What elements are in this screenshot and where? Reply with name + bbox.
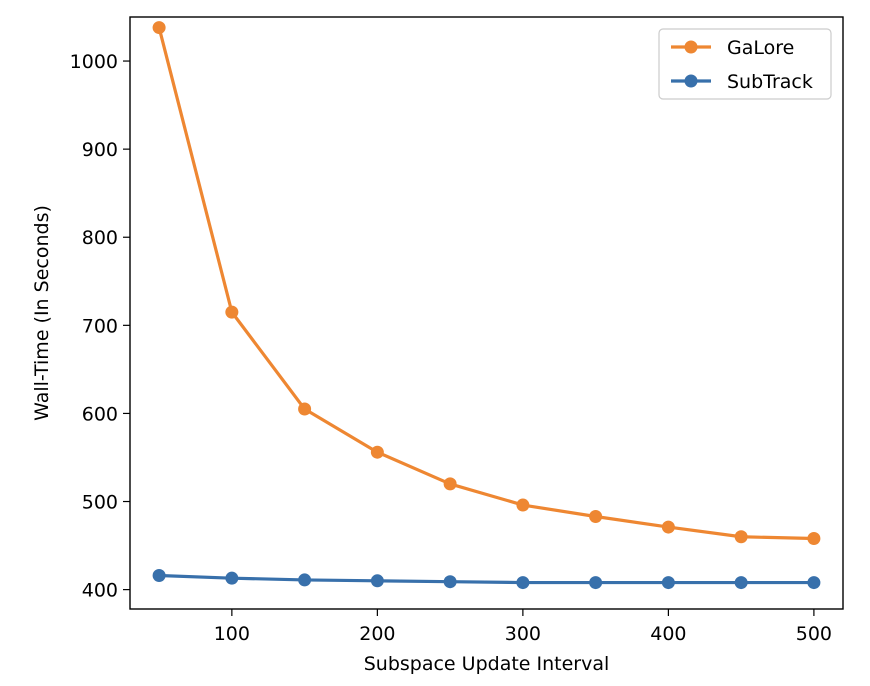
galore-point xyxy=(443,477,457,491)
galore-point xyxy=(516,498,530,512)
galore-point xyxy=(225,305,239,319)
series-layer xyxy=(152,21,821,590)
subtrack-point xyxy=(516,576,530,590)
subtrack-point xyxy=(298,573,312,587)
legend-subtrack-label: SubTrack xyxy=(727,71,813,93)
x-axis-label: Subspace Update Interval xyxy=(364,653,610,675)
galore-point xyxy=(734,530,748,544)
y-tick-label: 1000 xyxy=(70,51,118,73)
subtrack-point xyxy=(589,576,603,590)
subtrack-point xyxy=(225,571,239,585)
y-tick-label: 900 xyxy=(82,139,118,161)
x-tick-label: 200 xyxy=(359,623,395,645)
legend: GaLore SubTrack xyxy=(658,28,832,100)
galore-point xyxy=(589,510,603,523)
x-ticks: 100 200 300 400 500 xyxy=(214,609,832,645)
legend-galore-label: GaLore xyxy=(727,37,794,59)
plot-frame xyxy=(129,16,844,610)
y-tick-label: 800 xyxy=(82,227,118,249)
galore-point xyxy=(298,402,312,416)
subtrack-line xyxy=(159,573,814,585)
y-axis-label: Wall-Time (In Seconds) xyxy=(31,205,53,421)
x-tick-label: 100 xyxy=(214,623,250,645)
plot-background xyxy=(130,17,843,609)
subtrack-point xyxy=(734,576,748,590)
legend-subtrack-marker xyxy=(684,74,698,88)
x-tick-label: 500 xyxy=(796,623,832,645)
y-ticks: 400 500 600 700 800 900 1000 xyxy=(70,51,130,602)
galore-line xyxy=(157,27,814,541)
subtrack-point xyxy=(443,575,457,589)
x-tick-label: 300 xyxy=(505,623,541,645)
subtrack-point xyxy=(661,576,675,590)
galore-point xyxy=(807,532,821,546)
galore-point xyxy=(152,21,166,35)
y-tick-label: 600 xyxy=(82,403,118,425)
subtrack-point xyxy=(807,576,821,590)
x-tick-label: 400 xyxy=(650,623,686,645)
y-tick-label: 500 xyxy=(82,492,118,514)
legend-galore-marker xyxy=(684,40,698,54)
y-tick-label: 400 xyxy=(82,580,118,602)
galore-point xyxy=(661,520,675,534)
subtrack-point xyxy=(370,574,384,588)
y-tick-label: 700 xyxy=(82,315,118,337)
subtrack-point xyxy=(152,569,166,583)
galore-point xyxy=(370,445,384,459)
